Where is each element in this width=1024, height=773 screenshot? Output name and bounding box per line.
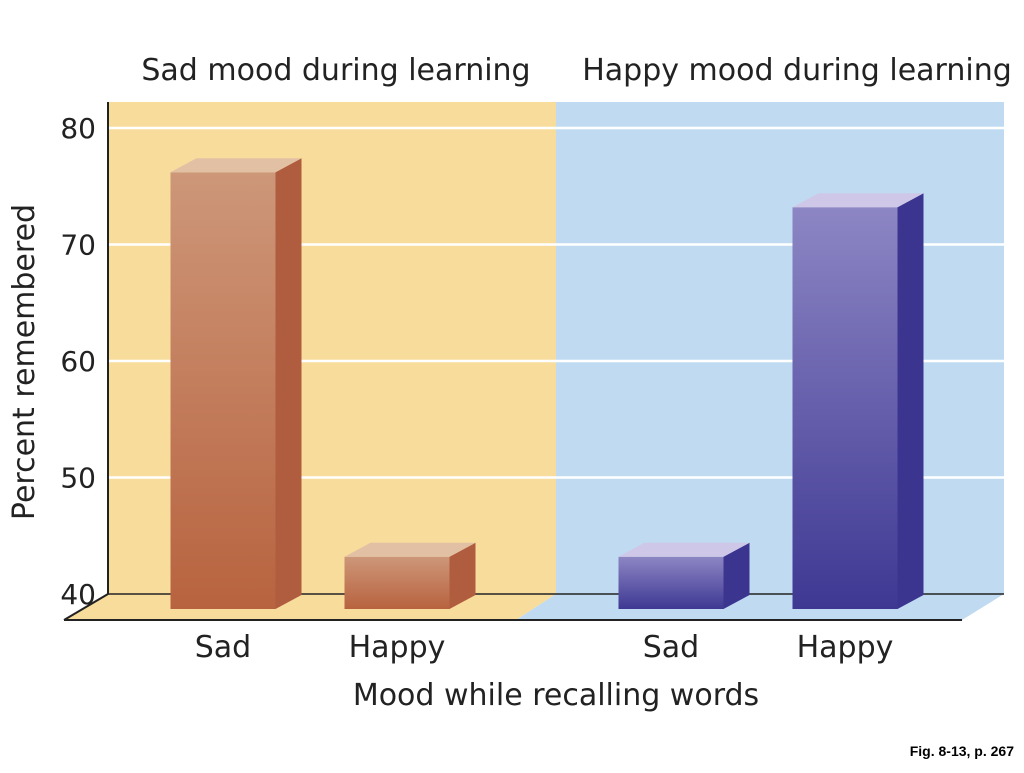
group-title-sad-learning: Sad mood during learning	[141, 53, 530, 88]
x-tick-label-happy-2: Happy	[797, 630, 894, 665]
bar	[170, 158, 302, 610]
happy-learning-panel	[556, 102, 1004, 594]
bar	[792, 193, 924, 609]
y-axis-title: Percent remembered	[7, 204, 42, 520]
bars-layer	[170, 158, 924, 610]
y-tick-label: 60	[60, 345, 96, 378]
y-tick-label: 70	[60, 229, 96, 262]
bar	[344, 542, 476, 609]
y-tick-label: 80	[60, 112, 96, 145]
x-axis-title: Mood while recalling words	[353, 678, 759, 713]
bar	[618, 542, 750, 609]
sad-panel-floor	[64, 594, 556, 620]
x-tick-label-happy-1: Happy	[349, 630, 446, 665]
bar-front	[170, 172, 276, 610]
bar-side	[723, 542, 750, 609]
bar-side	[897, 193, 924, 609]
y-tick-label: 50	[60, 462, 96, 495]
bar-side	[449, 542, 476, 609]
y-tick-label: 40	[60, 578, 96, 611]
bar-side	[275, 158, 302, 610]
group-title-happy-learning: Happy mood during learning	[582, 53, 1012, 88]
floor-left-edge	[63, 593, 109, 621]
bar-top	[344, 542, 476, 557]
x-tick-label-sad-2: Sad	[643, 630, 699, 665]
happy-panel-floor	[516, 594, 1004, 620]
bar-top	[618, 542, 750, 557]
figure-caption: Fig. 8-13, p. 267	[909, 743, 1014, 759]
bar-front	[792, 207, 898, 609]
x-tick-label-sad-1: Sad	[195, 630, 251, 665]
y-tick-labels: 40 50 60 70 80	[60, 112, 96, 611]
bar-front	[618, 556, 724, 609]
bar-top	[792, 193, 924, 208]
bar-top	[170, 158, 302, 173]
bar-front	[344, 556, 450, 609]
